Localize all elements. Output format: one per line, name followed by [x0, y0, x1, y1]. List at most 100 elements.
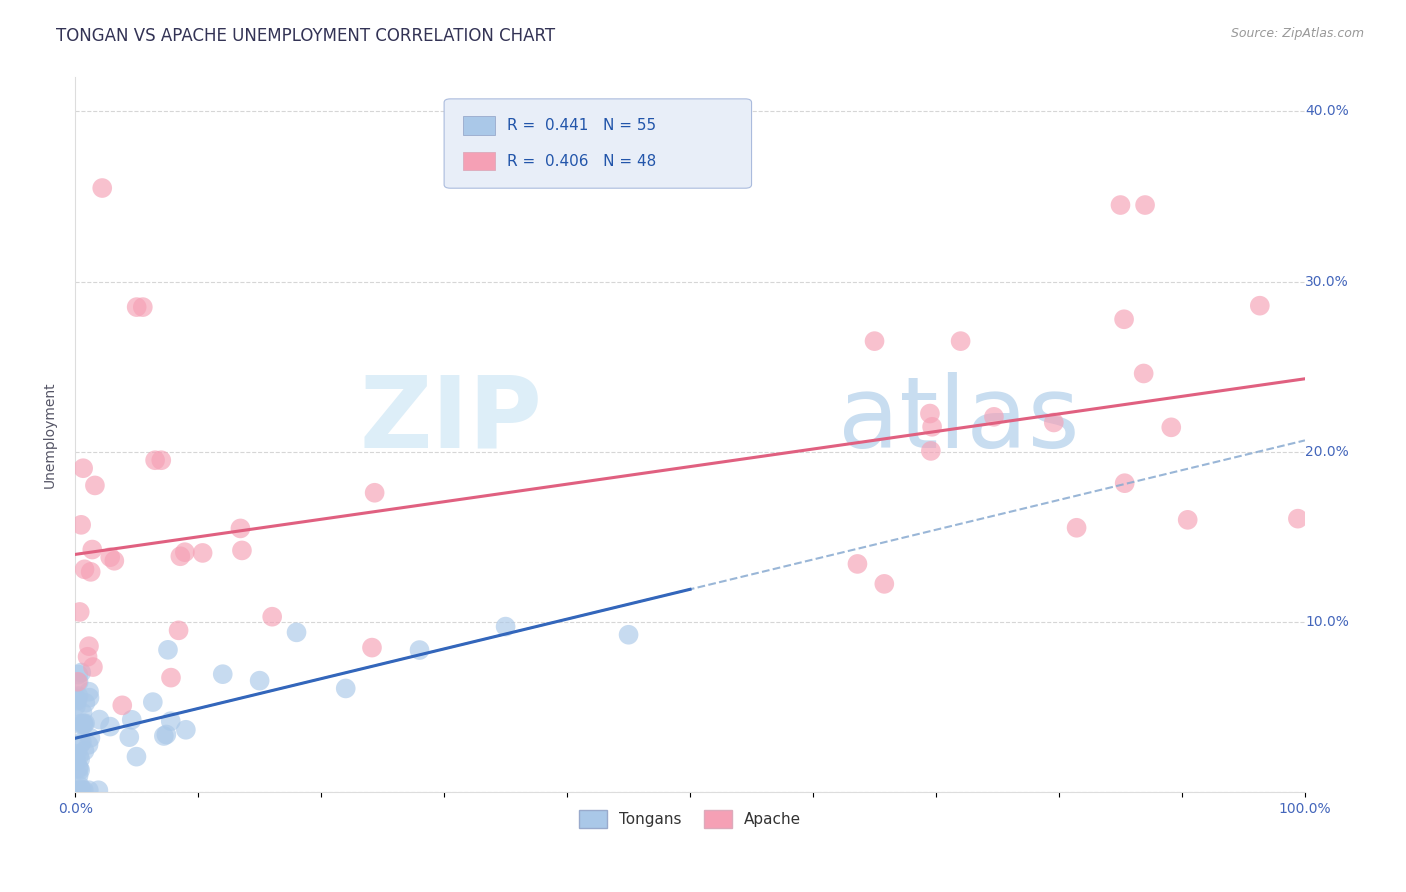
Point — [65, 747, 87, 761]
Point — [72, 716, 94, 731]
Point — [65, 699, 87, 714]
Point — [67, 749, 90, 764]
Point — [173, 545, 195, 559]
Point — [79, 731, 101, 745]
Point — [66, 674, 89, 689]
Point — [873, 577, 896, 591]
Point — [98, 550, 121, 565]
Point — [846, 557, 869, 571]
Point — [72, 706, 94, 720]
Point — [1114, 476, 1136, 491]
Point — [150, 453, 173, 467]
Point — [69, 763, 91, 777]
Point — [335, 681, 357, 696]
Point — [70, 782, 93, 797]
Point — [1160, 420, 1182, 434]
Point — [921, 419, 943, 434]
Text: ZIP: ZIP — [360, 372, 543, 469]
Point — [231, 543, 253, 558]
Point — [153, 729, 176, 743]
FancyBboxPatch shape — [444, 99, 752, 188]
Point — [1043, 416, 1066, 430]
Point — [77, 684, 100, 698]
Point — [211, 667, 233, 681]
Point — [160, 671, 183, 685]
Legend: Tongans, Apache: Tongans, Apache — [574, 804, 807, 834]
Point — [142, 695, 165, 709]
Point — [159, 714, 181, 728]
Text: 20.0%: 20.0% — [1305, 445, 1348, 458]
Point — [69, 717, 91, 731]
Point — [67, 667, 90, 681]
Point — [363, 485, 385, 500]
Point — [1249, 299, 1271, 313]
Point — [65, 783, 87, 797]
Point — [1112, 312, 1135, 326]
Point — [229, 521, 252, 535]
Point — [73, 783, 96, 797]
Point — [82, 660, 104, 674]
Point — [73, 562, 96, 576]
Point — [89, 713, 111, 727]
Point — [1177, 513, 1199, 527]
Text: R =  0.441   N = 55: R = 0.441 N = 55 — [506, 118, 657, 133]
Point — [67, 760, 90, 774]
Point — [82, 542, 104, 557]
Point — [125, 300, 148, 314]
Point — [174, 723, 197, 737]
Point — [87, 783, 110, 797]
Point — [98, 720, 121, 734]
Point — [156, 643, 179, 657]
Point — [121, 713, 143, 727]
Point — [125, 749, 148, 764]
Point — [69, 780, 91, 794]
Point — [77, 639, 100, 653]
Point — [77, 738, 100, 752]
Point — [65, 754, 87, 768]
Point — [72, 461, 94, 475]
Point — [70, 735, 93, 749]
Point — [75, 716, 97, 731]
Point — [1132, 367, 1154, 381]
Point — [361, 640, 384, 655]
Point — [77, 783, 100, 797]
Point — [69, 752, 91, 766]
Point — [918, 407, 941, 421]
Text: Source: ZipAtlas.com: Source: ZipAtlas.com — [1230, 27, 1364, 40]
Point — [1066, 521, 1088, 535]
Point — [66, 692, 89, 706]
FancyBboxPatch shape — [463, 152, 495, 170]
Point — [983, 409, 1005, 424]
Point — [76, 649, 98, 664]
Point — [249, 673, 271, 688]
Point — [66, 693, 89, 707]
Point — [73, 717, 96, 731]
Point — [72, 717, 94, 731]
Point — [408, 643, 430, 657]
Y-axis label: Unemployment: Unemployment — [44, 382, 58, 488]
Point — [75, 696, 97, 710]
Point — [70, 517, 93, 532]
Point — [863, 334, 886, 348]
Point — [111, 698, 134, 713]
Point — [920, 444, 942, 458]
Point — [285, 625, 308, 640]
Point — [1109, 198, 1132, 212]
Point — [67, 783, 90, 797]
Point — [167, 624, 190, 638]
Point — [67, 768, 90, 782]
Point — [69, 737, 91, 751]
Text: 30.0%: 30.0% — [1305, 275, 1348, 289]
Point — [67, 762, 90, 776]
Point — [132, 300, 155, 314]
Point — [91, 181, 114, 195]
Point — [65, 691, 87, 706]
Point — [70, 665, 93, 680]
Point — [84, 478, 107, 492]
Point — [949, 334, 972, 348]
Point — [67, 675, 90, 690]
Point — [118, 730, 141, 744]
Point — [79, 690, 101, 705]
FancyBboxPatch shape — [463, 116, 495, 135]
Text: 10.0%: 10.0% — [1305, 615, 1348, 629]
